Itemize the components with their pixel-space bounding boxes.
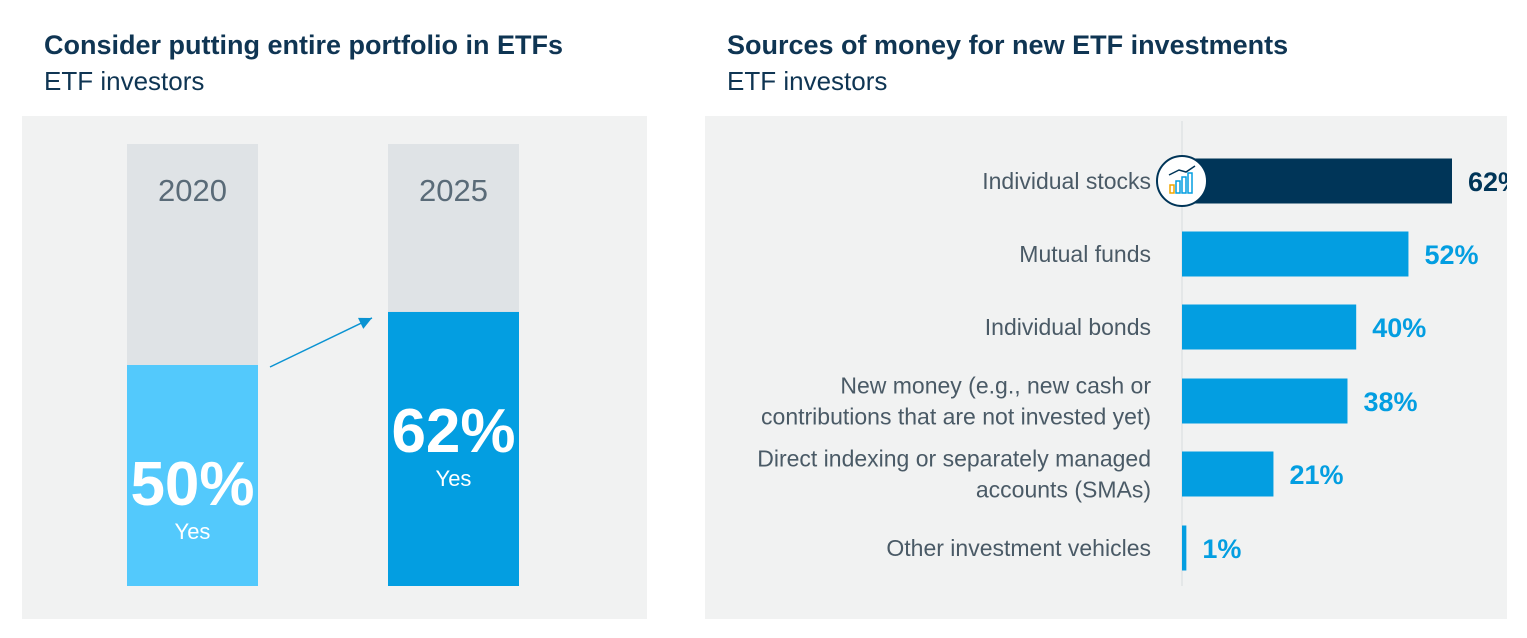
left-chart-panel <box>22 116 647 619</box>
category-label-4-line-1: New money (e.g., new cash or <box>840 373 1151 399</box>
bar-2025 <box>388 311 519 586</box>
left-chart-title: Consider putting entire portfolio in ETF… <box>44 30 563 60</box>
value-label-4: 38% <box>1363 387 1417 417</box>
category-label-2-line-1: Mutual funds <box>1019 241 1151 267</box>
bar-5 <box>1182 451 1274 497</box>
value-label-2020: 50% <box>130 450 254 519</box>
right-chart: 62% Individual stocks 52% Mutual funds 40% In… <box>757 121 1507 586</box>
bar-1 <box>1182 158 1452 204</box>
value-label-2025: 62% <box>391 397 515 466</box>
icon-trend-line <box>1168 165 1196 176</box>
bar-chart-growth-icon <box>1156 155 1208 207</box>
category-label-5-line-1: Direct indexing or separately managed <box>757 446 1151 472</box>
bar-2 <box>1182 231 1409 277</box>
right-chart-subtitle: ETF investors <box>727 66 888 96</box>
value-label-5: 21% <box>1289 460 1343 490</box>
segment-label-2025: Yes <box>436 466 472 491</box>
trend-arrow-line <box>269 317 373 368</box>
icon-bar-4 <box>1187 172 1193 194</box>
value-label-1: 62% <box>1468 167 1507 197</box>
segment-label-2020: Yes <box>175 519 211 544</box>
bar-2020 <box>127 365 258 586</box>
category-label-2025: 2025 <box>419 173 488 208</box>
value-label-6: 1% <box>1202 534 1241 564</box>
category-label-1-line-1: Individual stocks <box>982 168 1151 194</box>
bar-4 <box>1182 378 1348 424</box>
icon-bar-1 <box>1169 184 1175 194</box>
icon-bar-3 <box>1181 176 1187 194</box>
left-chart-subtitle: ETF investors <box>44 66 205 96</box>
value-label-2: 52% <box>1424 240 1478 270</box>
value-label-3: 40% <box>1372 313 1426 343</box>
bar-3 <box>1182 304 1357 350</box>
bar-6 <box>1182 525 1187 571</box>
category-label-5-line-2: accounts (SMAs) <box>976 477 1151 503</box>
category-label-4-line-2: contributions that are not invested yet) <box>761 404 1151 430</box>
icon-bar-2 <box>1175 180 1181 194</box>
category-label-6-line-1: Other investment vehicles <box>886 535 1151 561</box>
right-chart-title: Sources of money for new ETF investments <box>727 30 1289 60</box>
category-label-2020: 2020 <box>158 173 227 208</box>
category-label-3-line-1: Individual bonds <box>985 314 1151 340</box>
trend-arrow-head <box>358 317 372 329</box>
